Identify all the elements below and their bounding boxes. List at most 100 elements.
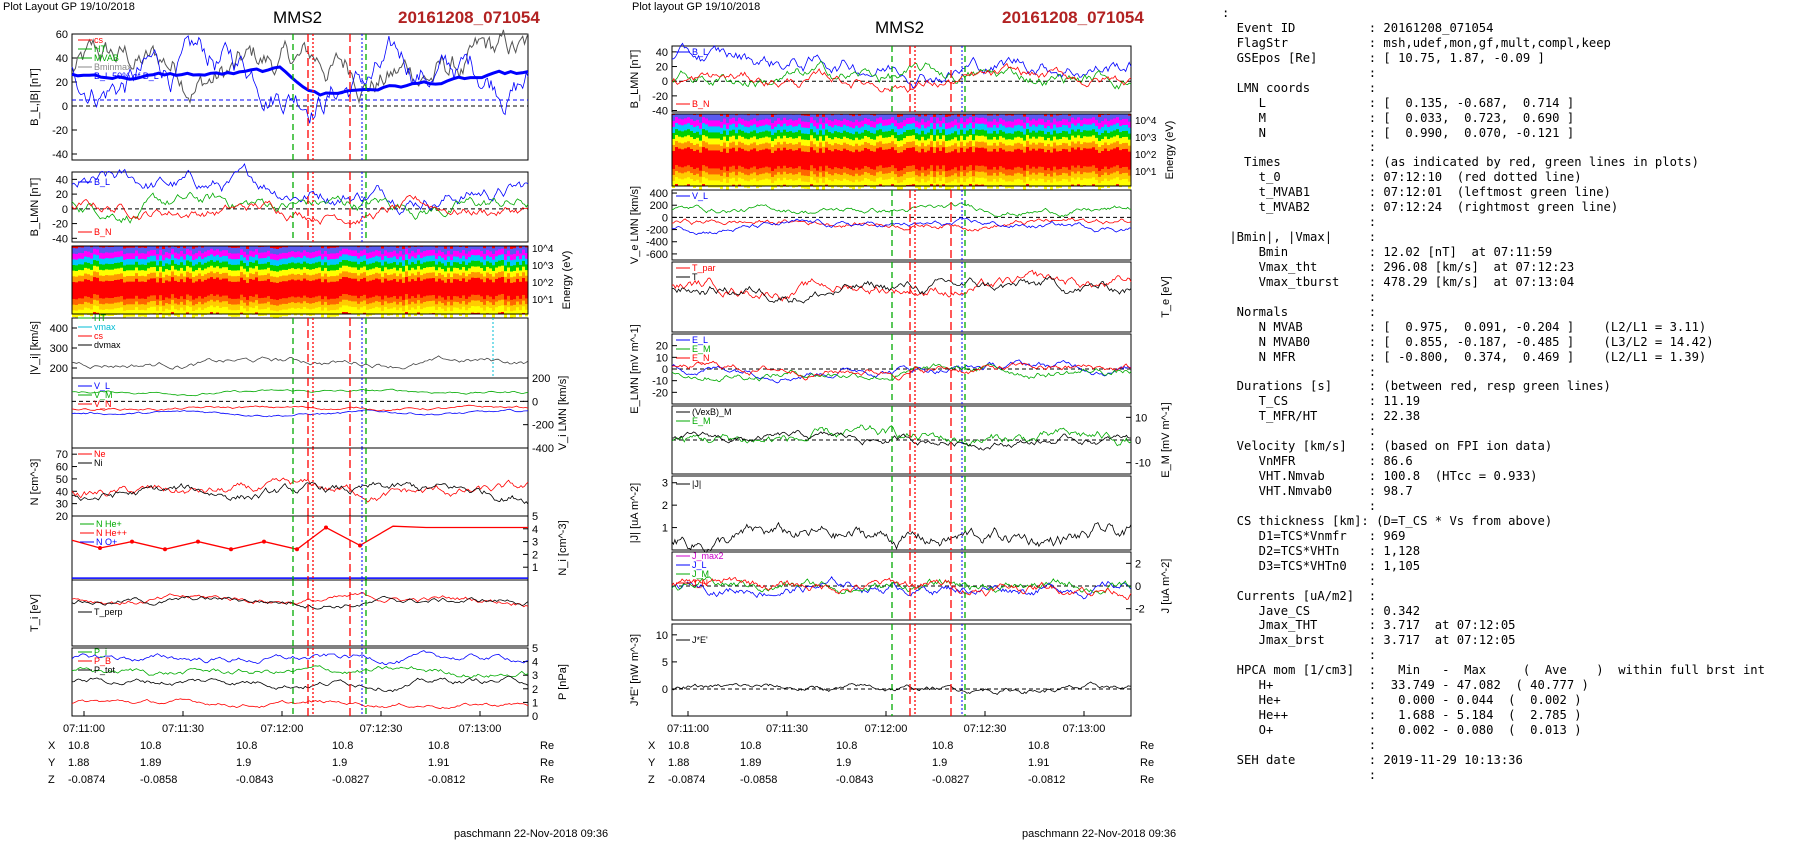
ion-spectrogram-cell (258, 286, 261, 294)
em-panel-tick-label: 10 (1135, 412, 1147, 424)
energy-tick-label: 10^3 (532, 261, 554, 272)
electron-spectrogram-cell (1050, 140, 1053, 148)
ion-spectrogram-cell (501, 299, 504, 307)
electron-spectrogram-cell (1017, 178, 1020, 186)
legend-label: HT (94, 313, 106, 323)
ion-spectrogram-cell (477, 249, 480, 257)
electron-spectrogram-cell (735, 127, 738, 135)
legend-label: E_M (692, 344, 711, 354)
pi-line (71, 665, 529, 679)
electron-spectrogram-cell (885, 114, 888, 121)
ion-spectrogram-cell (456, 302, 459, 309)
electron-spectrogram-cell (876, 130, 879, 138)
electron-spectrogram-cell (1002, 131, 1005, 139)
ion-spectrogram-cell (483, 287, 486, 295)
electron-spectrogram-cell (744, 162, 747, 170)
electron-spectrogram-cell (1026, 177, 1029, 185)
electron-spectrogram-cell (1071, 159, 1074, 167)
electron-spectrogram-cell (996, 175, 999, 183)
electron-spectrogram-cell (822, 146, 825, 154)
electron-spectrogram-cell (816, 152, 819, 160)
ion-spectrogram-cell (297, 262, 300, 270)
electron-spectrogram-cell (1074, 173, 1077, 181)
electron-spectrogram-cell (678, 148, 681, 156)
ion-spectrogram-cell (414, 263, 417, 271)
electron-spectrogram-cell (864, 177, 867, 185)
vlmn-panel-tick-label: 0 (532, 396, 538, 408)
electron-spectrogram-cell (960, 177, 963, 185)
ion-spectrogram-cell (522, 249, 525, 257)
ion-spectrogram-cell (147, 256, 150, 264)
electron-spectrogram-cell (981, 117, 984, 125)
electron-spectrogram-cell (771, 170, 774, 178)
time-tick-label: 07:12:00 (865, 723, 908, 735)
electron-spectrogram-cell (1104, 118, 1107, 126)
ion-spectrogram-cell (165, 252, 168, 259)
electron-spectrogram-cell (1095, 125, 1098, 133)
electron-spectrogram-cell (798, 178, 801, 186)
electron-spectrogram-cell (945, 140, 948, 148)
ion-spectrogram-cell (351, 295, 354, 303)
electron-spectrogram-cell (843, 118, 846, 126)
electron-spectrogram-cell (936, 159, 939, 167)
ion-spectrogram-cell (222, 301, 225, 308)
electron-spectrogram-cell (762, 119, 765, 127)
ion-spectrogram-cell (144, 247, 147, 255)
electron-spectrogram-cell (936, 129, 939, 137)
bl-panel-tick-label: 60 (56, 29, 68, 41)
ion-spectrogram-cell (105, 309, 108, 316)
ion-spectrogram-cell (402, 305, 405, 313)
density-panel-ylabel: N [cm^-3] (29, 459, 41, 506)
legend-label: cs (94, 35, 104, 45)
ion-spectrogram-cell (156, 299, 159, 307)
electron-spectrogram-cell (879, 165, 882, 173)
electron-spectrogram-cell (792, 126, 795, 134)
ion-spectrogram-cell (105, 286, 108, 294)
ion-spectrogram-cell (75, 299, 78, 306)
electron-spectrogram-cell (735, 115, 738, 123)
electron-spectrogram-cell (774, 156, 777, 164)
electron-spectrogram-cell (876, 136, 879, 144)
electron-spectrogram-cell (891, 171, 894, 179)
electron-spectrogram-cell (918, 152, 921, 160)
electron-spectrogram-cell (795, 132, 798, 140)
ion-spectrogram-cell (243, 257, 246, 265)
electron-spectrogram-cell (726, 146, 729, 154)
electron-spectrogram-cell (894, 162, 897, 170)
ion-spectrogram-cell (510, 288, 513, 296)
ion-spectrogram-cell (333, 304, 336, 312)
electron-spectrogram-cell (894, 168, 897, 176)
electron-spectrogram-cell (765, 172, 768, 180)
ion-spectrogram-cell (378, 262, 381, 269)
electron-spectrogram-cell (687, 141, 690, 149)
electron-spectrogram-cell (876, 142, 879, 150)
ion-spectrogram-cell (363, 249, 366, 257)
electron-spectrogram-cell (1038, 178, 1041, 186)
info-line: O+ : 0.002 - 0.080 ( 0.013 ) (1222, 723, 1582, 737)
electron-spectrogram-cell (804, 127, 807, 135)
electron-spectrogram-cell (696, 114, 699, 121)
electron-spectrogram-cell (1101, 151, 1104, 159)
electron-spectrogram-cell (759, 174, 762, 182)
ion-spectrogram-cell (84, 290, 87, 298)
ion-spectrogram-cell (246, 248, 249, 256)
ve-panel-tick-label: 200 (650, 200, 668, 212)
ion-spectrogram-cell (255, 288, 258, 296)
electron-spectrogram-cell (1062, 178, 1065, 186)
electron-spectrogram-cell (1083, 166, 1086, 174)
ion-spectrogram-cell (189, 273, 192, 280)
ion-spectrogram-cell (138, 281, 141, 289)
ion-spectrogram-cell (192, 248, 195, 256)
ion-spectrogram-cell (513, 282, 516, 289)
electron-spectrogram-cell (777, 136, 780, 144)
ion-spectrogram-cell (327, 248, 330, 256)
electron-spectrogram-cell (1056, 151, 1059, 159)
ion-spectrogram-cell (288, 251, 291, 259)
info-line: : (1222, 215, 1377, 230)
electron-spectrogram-cell (1119, 168, 1122, 176)
electron-spectrogram-cell (729, 160, 732, 168)
electron-spectrogram-cell (1089, 124, 1092, 132)
ion-spectrogram-cell (180, 250, 183, 258)
electron-spectrogram-cell (1020, 119, 1023, 127)
ion-spectrogram-cell (306, 291, 309, 299)
